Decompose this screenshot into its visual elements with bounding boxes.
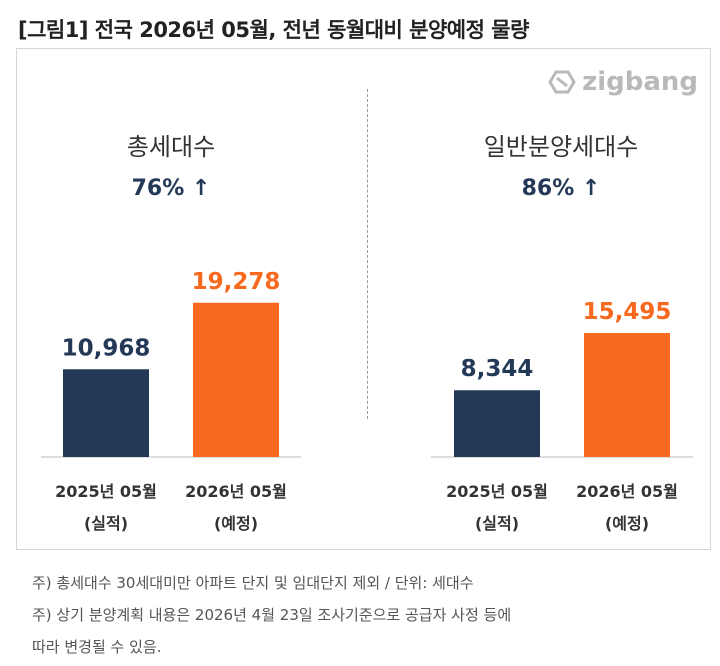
panel-title: 총세대수 [127, 133, 215, 161]
footnote-1: 주) 총세대수 30세대미만 아파트 단지 및 임대단지 제외 / 단위: 세대… [32, 574, 474, 592]
bar-charts: 총세대수 76% ↑ 10,968 2025년 05월 (실적) 19,278 2026년 … [41, 133, 693, 533]
data-label: 15,495 [583, 299, 672, 325]
logo-text: zigbang [582, 67, 698, 97]
x-tick-sublabel: (실적) [84, 514, 128, 533]
bar [63, 369, 149, 457]
panel-divider [367, 89, 368, 419]
x-tick-label: 2026년 05월 [185, 482, 287, 501]
footnote-2: 주) 상기 분양계획 내용은 2026년 4월 23일 조사기준으로 공급자 사… [32, 606, 512, 624]
figure-title: [그림1] 전국 2026년 05월, 전년 동월대비 분양예정 물량 [18, 18, 529, 42]
panel-title: 일반분양세대수 [484, 133, 639, 161]
x-tick-sublabel: (예정) [214, 514, 258, 533]
zigbang-logo-icon [548, 70, 576, 94]
bar [193, 302, 279, 457]
data-label: 19,278 [192, 269, 281, 295]
zigbang-logo: zigbang [548, 67, 698, 97]
footnote-3: 따라 변경될 수 있음. [32, 638, 162, 656]
change-rate-label: 86% ↑ [522, 176, 601, 201]
data-label: 8,344 [461, 356, 534, 382]
x-tick-label: 2026년 05월 [576, 482, 678, 501]
x-tick-label: 2025년 05월 [55, 482, 157, 501]
data-label: 10,968 [62, 335, 151, 361]
change-rate-label: 76% ↑ [132, 176, 211, 201]
chart-panel: zigbang 총세대수 76% ↑ 10,968 2025년 05월 (실적) 19,2… [16, 48, 711, 550]
x-tick-label: 2025년 05월 [446, 482, 548, 501]
bar [454, 390, 540, 457]
bar [584, 333, 670, 457]
x-tick-sublabel: (예정) [605, 514, 649, 533]
x-tick-sublabel: (실적) [475, 514, 519, 533]
